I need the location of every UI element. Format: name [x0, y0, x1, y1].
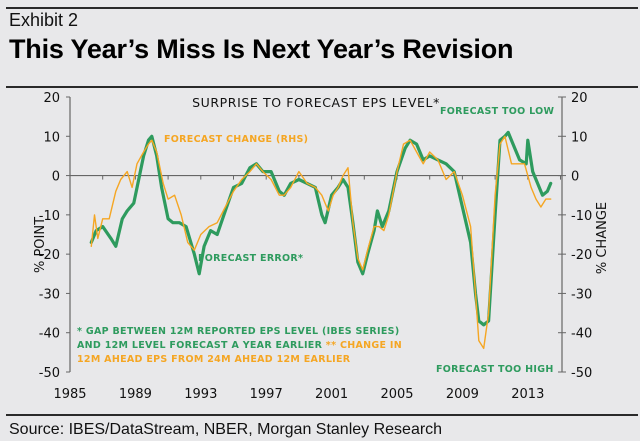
x-tick-label: 1989: [119, 387, 152, 402]
y2-tick-label: -50: [571, 366, 592, 381]
x-tick-label: 2005: [380, 387, 413, 402]
note-line-2-green: AND 12M LEVEL FORECAST A YEAR EARLIER: [77, 340, 323, 351]
y2-tick-labels: 20 10 0 -10 -20 -30 -40 -50: [571, 91, 592, 381]
y2-axis-title: % CHANGE: [595, 202, 610, 274]
y2-tick-label: -10: [571, 209, 592, 224]
footer-rule: [6, 414, 638, 416]
forecast-error-line: [89, 130, 553, 327]
page-title: This Year’s Miss Is Next Year’s Revision: [9, 34, 514, 64]
note-line-3: 12M AHEAD EPS FROM 24M AHEAD 12M EARLIER: [77, 354, 351, 365]
x-tick-label: 2009: [446, 387, 479, 402]
forecast-change-line: [90, 135, 552, 350]
top-rule: [6, 7, 638, 9]
y-tick-label: 10: [43, 130, 60, 145]
note-line-2: AND 12M LEVEL FORECAST A YEAR EARLIER **…: [77, 340, 402, 351]
y2-tick-label: -30: [571, 287, 592, 302]
y2-tick-label: -20: [571, 248, 592, 263]
x-tick-label: 1993: [184, 387, 217, 402]
y2-tick-label: -40: [571, 327, 592, 342]
y2-tick-label: 0: [571, 170, 579, 185]
forecast-too-low-label: FORECAST TOO LOW: [440, 106, 555, 117]
source-note: Source: IBES/DataStream, NBER, Morgan St…: [9, 421, 443, 438]
y-tick-labels: 20 10 0 -10 -20 -30 -40 -50: [39, 91, 60, 381]
y-tick-label: -20: [39, 248, 60, 263]
y-tick-label: -50: [39, 366, 60, 381]
x-tick-labels: 1985 1989 1993 1997 2001 2005 2009 2013: [53, 387, 544, 402]
y2-tick-label: 10: [571, 130, 588, 145]
y-tick-label: 20: [43, 91, 60, 106]
x-tick-label: 1997: [250, 387, 283, 402]
note-line-1: * GAP BETWEEN 12M REPORTED EPS LEVEL (IB…: [77, 326, 399, 337]
y-tick-label: -30: [39, 287, 60, 302]
exhibit-label: Exhibit 2: [9, 10, 79, 30]
y2-tick-label: 20: [571, 91, 588, 106]
x-tick-label: 1985: [53, 387, 86, 402]
chart-title: SURPRISE TO FORECAST EPS LEVEL*: [192, 95, 440, 110]
header-rule: [6, 86, 638, 88]
forecast-too-high-label: FORECAST TOO HIGH: [436, 364, 554, 375]
note-line-2-orange: ** CHANGE IN: [322, 340, 402, 351]
x-tick-label: 2013: [511, 387, 544, 402]
y-tick-label: 0: [52, 170, 60, 185]
y-axis-title: % POINT: [33, 217, 48, 273]
series-group: [89, 130, 553, 350]
forecast-change-label: FORECAST CHANGE (RHS): [164, 134, 308, 145]
y-tick-label: -10: [39, 209, 60, 224]
x-tick-label: 2001: [315, 387, 348, 402]
y-tick-label: -40: [39, 327, 60, 342]
forecast-error-label: FORECAST ERROR*: [198, 253, 303, 264]
